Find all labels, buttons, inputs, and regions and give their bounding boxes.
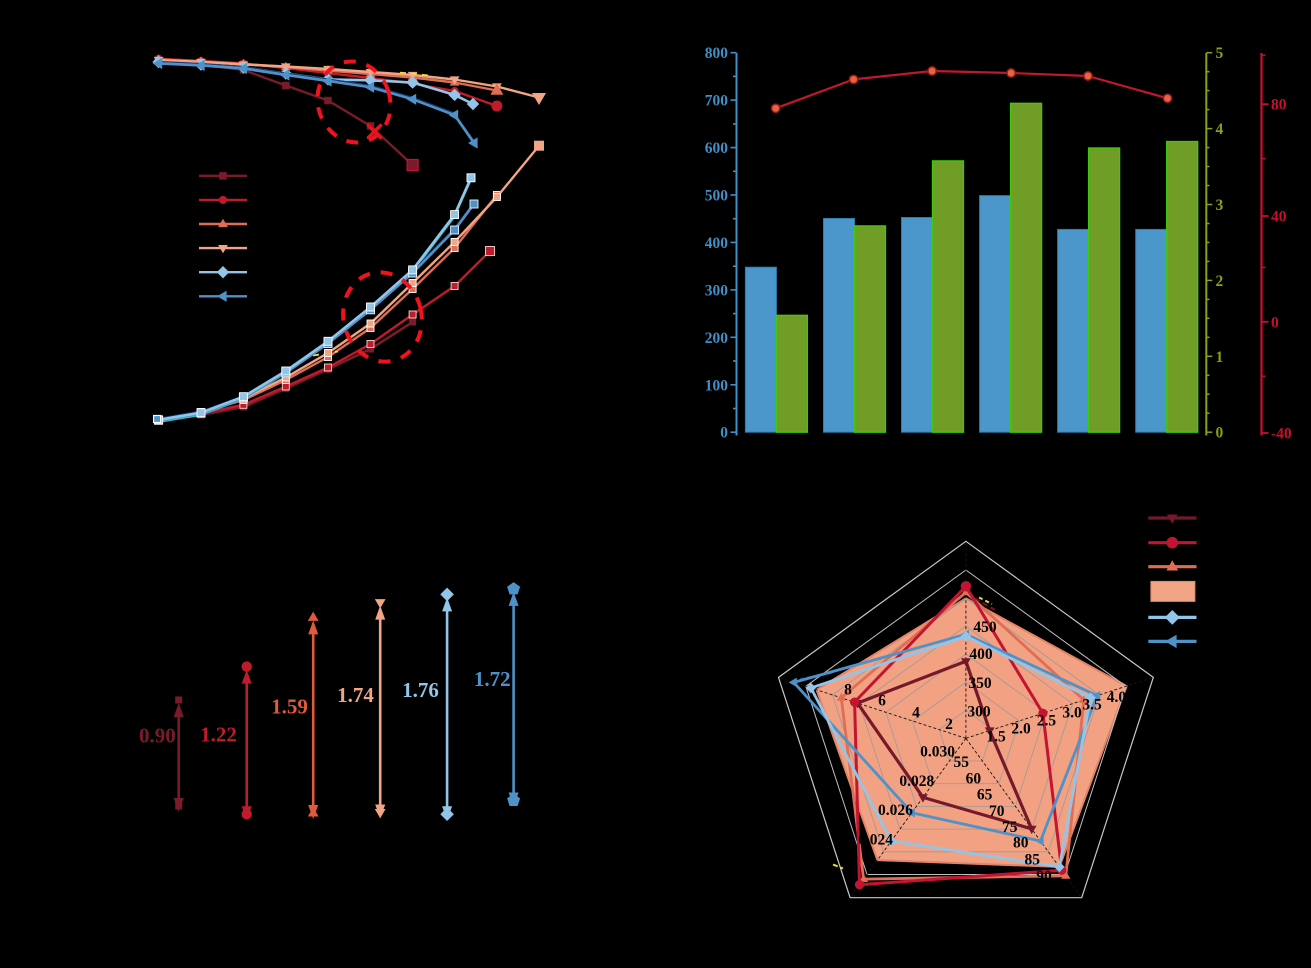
svg-text:500: 500 [705,188,729,205]
svg-text:400: 400 [969,646,993,663]
svg-text:0: 0 [1216,425,1224,442]
svg-text:600: 600 [705,140,729,157]
svg-text:3: 3 [1216,197,1224,214]
svg-text:0: 0 [1271,314,1279,331]
svg-text:0: 0 [720,425,728,442]
svg-text:2.0: 2.0 [1011,721,1031,738]
svg-text:3.5: 3.5 [1082,696,1102,713]
svg-text:85: 85 [1025,852,1041,869]
svg-text:0.028: 0.028 [899,773,934,790]
svg-text:6: 6 [878,693,886,710]
svg-text:200: 200 [705,330,729,347]
svg-text:1: 1 [1216,349,1224,366]
svg-text:55: 55 [954,754,970,771]
svg-text:300: 300 [705,282,729,299]
svg-text:75: 75 [1002,819,1018,836]
svg-text:1.74: 1.74 [337,683,374,707]
svg-text:1.76: 1.76 [402,678,439,702]
svg-text:400: 400 [705,235,729,252]
svg-text:2: 2 [1216,273,1224,290]
svg-text:60: 60 [966,771,982,788]
svg-text:4: 4 [912,705,920,722]
svg-text:70: 70 [989,803,1005,820]
svg-text:100: 100 [705,377,729,394]
svg-text:0.026: 0.026 [878,802,913,819]
svg-text:700: 700 [705,93,729,110]
svg-text:0.024: 0.024 [858,831,893,848]
svg-text:40: 40 [1271,209,1287,226]
svg-text:80: 80 [1271,97,1287,114]
svg-text:0.030: 0.030 [920,743,955,760]
svg-text:5: 5 [1216,45,1224,62]
svg-text:80: 80 [1013,835,1029,852]
svg-text:350: 350 [968,675,992,692]
svg-text:1.22: 1.22 [200,722,237,746]
svg-text:8: 8 [844,682,852,699]
svg-text:65: 65 [977,786,993,803]
svg-text:90: 90 [1036,868,1052,885]
svg-text:2.5: 2.5 [1037,713,1057,730]
svg-text:4: 4 [1216,121,1224,138]
svg-text:3.0: 3.0 [1062,704,1082,721]
svg-text:800: 800 [705,45,729,62]
svg-text:300: 300 [967,704,991,721]
svg-text:450: 450 [973,619,997,636]
svg-text:1.59: 1.59 [271,695,308,719]
svg-text:1.5: 1.5 [986,729,1006,746]
svg-text:4.0: 4.0 [1107,689,1127,706]
svg-text:1.72: 1.72 [474,667,511,691]
svg-text:0.90: 0.90 [139,723,176,747]
svg-text:-40: -40 [1271,426,1292,443]
svg-text:2: 2 [945,716,953,733]
